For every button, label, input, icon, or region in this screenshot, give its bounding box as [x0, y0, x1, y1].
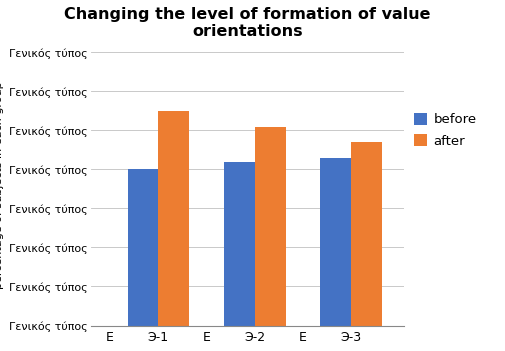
Bar	[127, 170, 159, 325]
Title: Changing the level of formation of value
orientations: Changing the level of formation of value…	[64, 7, 431, 39]
Bar	[224, 162, 255, 325]
Y-axis label: percentage of subjects in each group: percentage of subjects in each group	[0, 81, 4, 289]
Bar	[351, 142, 382, 325]
Bar	[255, 127, 285, 325]
Bar	[320, 158, 351, 325]
Legend: before, after: before, after	[414, 113, 477, 148]
Bar	[159, 111, 189, 325]
